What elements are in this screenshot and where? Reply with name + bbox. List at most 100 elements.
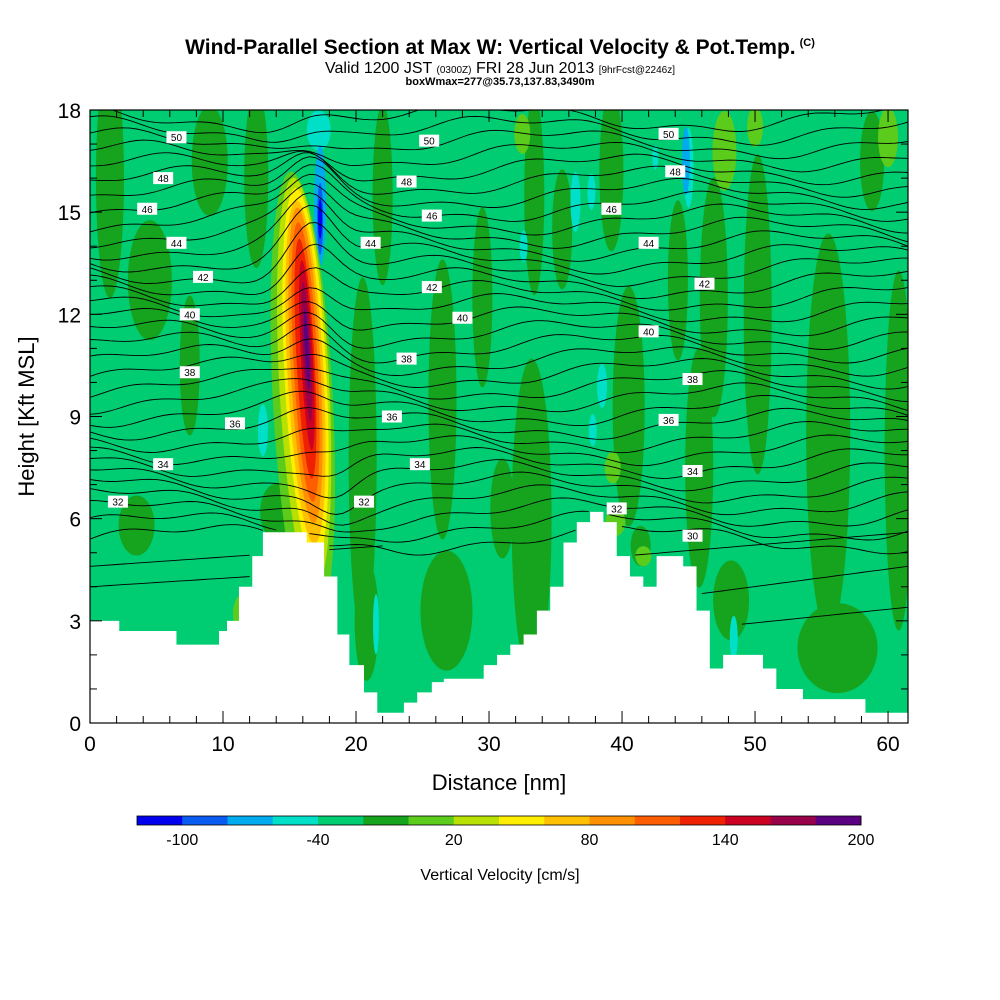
- theta-contour-label: 40: [452, 311, 473, 325]
- weak-updraft-region: [354, 560, 379, 681]
- moderate-updraft-region: [747, 110, 764, 148]
- theta-label-text: 42: [699, 280, 711, 291]
- weak-updraft-region: [797, 603, 878, 694]
- moderate-updraft-region: [604, 451, 621, 484]
- theta-contour-line: [90, 192, 908, 262]
- theta-label-text: 44: [643, 239, 655, 250]
- y-tick-label: 12: [58, 304, 81, 327]
- theta-contour-label: 34: [682, 464, 703, 478]
- theta-contour-label: 44: [638, 236, 659, 250]
- downdraft-region: [372, 594, 379, 655]
- chart-title: Wind-Parallel Section at Max W: Vertical…: [0, 36, 1000, 60]
- weak-updraft-region: [490, 458, 515, 559]
- theta-label-box: [682, 373, 703, 386]
- theta-label-text: 32: [358, 498, 370, 509]
- moderate-updraft-region: [878, 110, 899, 168]
- theta-contour-label: 50: [419, 134, 440, 148]
- theta-label-box: [353, 495, 374, 508]
- theta-contour-label: 38: [396, 352, 417, 366]
- weak-updraft-region: [191, 110, 228, 217]
- theta-contour-label: 36: [658, 413, 679, 427]
- theta-contour-label: 40: [179, 308, 200, 321]
- theta-label-box: [421, 209, 442, 222]
- theta-label-text: 36: [229, 419, 241, 430]
- theta-contour-label: 40: [638, 325, 659, 338]
- theta-contour-label: 44: [360, 236, 381, 250]
- x-tick-label: 0: [84, 733, 96, 756]
- weak-updraft-region: [524, 110, 545, 296]
- theta-label-box: [638, 236, 659, 249]
- colorbar-swatch: [725, 816, 771, 825]
- theta-contour-line: [90, 222, 908, 287]
- theta-label-text: 50: [424, 137, 436, 148]
- theta-label-text: 50: [663, 130, 675, 141]
- theta-label-box: [665, 165, 686, 178]
- colorbar-tick-label: -40: [306, 832, 329, 849]
- downdraft-region: [588, 414, 597, 447]
- theta-contour-line: [90, 338, 908, 377]
- theta-label-box: [381, 410, 402, 423]
- downdraft-region: [519, 230, 528, 263]
- x-tick-label: 30: [477, 733, 500, 756]
- theta-contour-label: 34: [153, 458, 174, 471]
- colorbar-swatch: [272, 816, 319, 825]
- colorbar-swatch: [499, 816, 545, 825]
- theta-contour-line: [90, 156, 908, 210]
- theta-contour-label: 44: [166, 236, 187, 250]
- weak-updraft-region: [348, 277, 377, 638]
- theta-contour-label: 46: [137, 202, 158, 216]
- theta-label-box: [193, 270, 214, 283]
- theta-contours: [90, 110, 908, 625]
- theta-contour-label: 50: [658, 127, 679, 141]
- theta-label-box: [153, 458, 174, 471]
- theta-label-box: [396, 352, 417, 365]
- weak-updraft-region: [806, 233, 851, 634]
- weak-updraft-region: [743, 154, 772, 475]
- theta-contour-line: [90, 204, 908, 275]
- theta-label-text: 34: [687, 467, 699, 478]
- theta-contour-label: 36: [224, 417, 245, 430]
- theta-label-text: 40: [643, 327, 655, 338]
- colorbar-swatch: [815, 816, 862, 825]
- theta-contour-line: [90, 459, 908, 499]
- moderate-updraft-region: [514, 113, 531, 154]
- colorbar-swatch: [544, 816, 590, 825]
- subtitle-utc: (0300Z): [436, 65, 472, 76]
- colorbar-swatch: [680, 816, 726, 825]
- theta-label-text: 50: [171, 133, 183, 144]
- y-tick-label: 18: [58, 100, 81, 123]
- downdraft-region: [306, 110, 331, 151]
- subtitle-date: FRI 28 Jun 2013: [475, 60, 595, 77]
- theta-label-box: [360, 236, 381, 249]
- theta-contour-line: [90, 471, 908, 515]
- weak-updraft-region: [511, 358, 552, 679]
- theta-label-box: [166, 131, 187, 144]
- theta-label-box: [606, 502, 627, 515]
- theta-contour-label: 48: [665, 165, 686, 178]
- weak-updraft-region: [612, 286, 645, 527]
- theta-label-text: 32: [611, 504, 623, 515]
- subtitle-valid: Valid 1200 JST: [325, 60, 433, 77]
- colorbar-swatch: [770, 816, 817, 825]
- theta-label-box: [179, 366, 200, 379]
- theta-contour-line: [90, 287, 908, 323]
- theta-label-text: 48: [158, 174, 170, 185]
- weak-updraft-region: [244, 110, 269, 269]
- chart-title-text: Wind-Parallel Section at Max W: Vertical…: [185, 36, 796, 59]
- theta-label-box: [682, 529, 703, 542]
- theta-contour-line: [90, 243, 908, 299]
- theta-label-text: 44: [171, 239, 183, 250]
- theta-contour-label: 32: [107, 495, 128, 509]
- theta-contour-label: 42: [421, 281, 442, 294]
- colorbar-swatch: [137, 816, 183, 825]
- theta-contour-line: [90, 545, 383, 567]
- colorbar-swatch: [453, 816, 500, 825]
- colorbar-swatch: [408, 816, 455, 825]
- x-axis-label: Distance [nm]: [432, 770, 567, 795]
- velocity-field: [95, 110, 908, 694]
- weak-updraft-region: [667, 200, 688, 361]
- theta-contour-label: 46: [601, 202, 622, 216]
- theta-label-box: [694, 277, 715, 290]
- theta-contour-label: 46: [421, 209, 442, 223]
- weak-updraft-region: [472, 207, 493, 388]
